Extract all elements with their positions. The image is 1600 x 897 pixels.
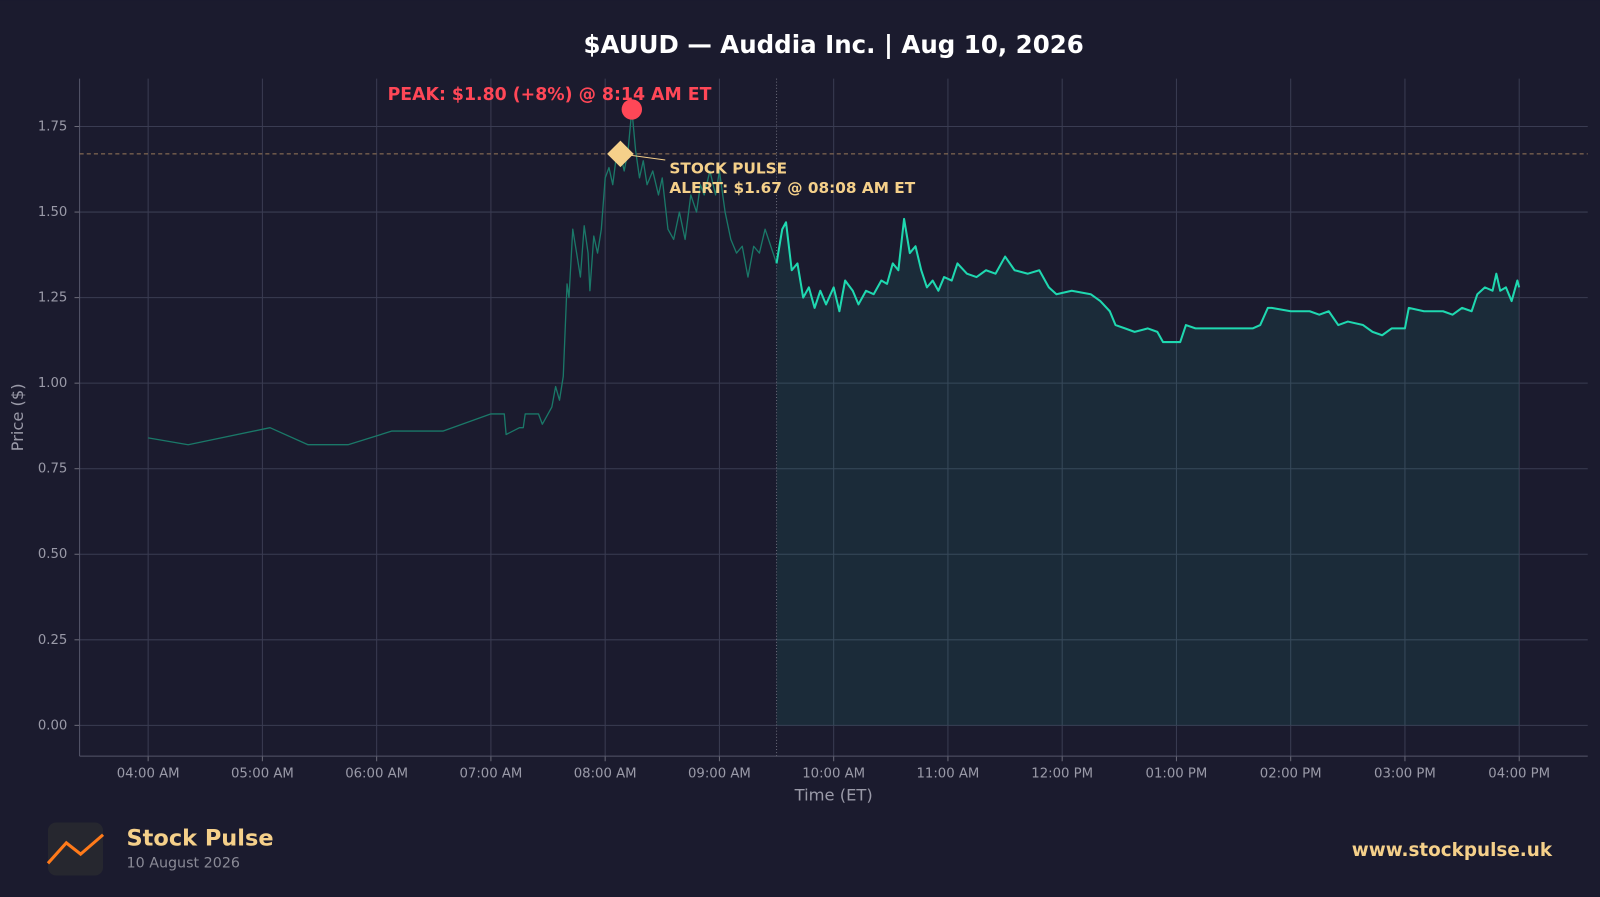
x-tick-label: 08:00 AM bbox=[574, 767, 637, 782]
x-tick-label: 05:00 AM bbox=[231, 767, 294, 782]
area bbox=[776, 218, 1520, 726]
footer-date: 10 August 2026 bbox=[127, 855, 240, 871]
x-tick-label: 10:00 AM bbox=[802, 767, 865, 782]
y-tick-label: 1.50 bbox=[38, 205, 68, 220]
x-tick-label: 01:00 PM bbox=[1146, 767, 1208, 782]
y-tick-label: 1.25 bbox=[38, 291, 68, 306]
x-tick-label: 09:00 AM bbox=[688, 767, 751, 782]
y-tick-label: 0.75 bbox=[38, 462, 68, 477]
x-tick-label: 03:00 PM bbox=[1374, 767, 1436, 782]
y-tick-label: 0.00 bbox=[38, 718, 68, 733]
x-tick-label: 04:00 PM bbox=[1488, 767, 1550, 782]
alert-label: STOCK PULSE bbox=[669, 160, 787, 178]
y-tick-label: 0.50 bbox=[38, 547, 68, 562]
plot-area: 0.00 0.25 0.50 0.75 1.00 1.25 1.50 1.75 04:00 AM… bbox=[38, 78, 1588, 782]
x-tick-label: 07:00 AM bbox=[459, 767, 522, 782]
x-tick-label: 02:00 PM bbox=[1260, 767, 1322, 782]
brand: Stock Pulse bbox=[127, 825, 274, 851]
logo-line bbox=[46, 833, 105, 865]
x-tick-label: 11:00 AM bbox=[916, 767, 979, 782]
y-tick-label: 1.75 bbox=[38, 120, 68, 135]
chart-title: $AUUD — Auddia Inc. | Aug 10, 2026 bbox=[584, 30, 1084, 59]
y-axis-label: Price ($) bbox=[8, 383, 27, 451]
x-tick-label: 12:00 PM bbox=[1031, 767, 1093, 782]
y-tick-label: 0.25 bbox=[38, 633, 68, 648]
price-line bbox=[148, 108, 778, 446]
url: www.stockpulse.uk bbox=[1352, 840, 1553, 861]
price-line bbox=[775, 217, 1521, 344]
alert-label: ALERT: $1.67 @ 08:08 AM ET bbox=[669, 179, 915, 197]
x-tick-label: 06:00 AM bbox=[345, 767, 408, 782]
x-tick-label: 04:00 AM bbox=[117, 767, 180, 782]
y-tick-label: 1.00 bbox=[38, 376, 68, 391]
footer: Stock Pulse 10 August 2026 www.stockpuls… bbox=[46, 822, 1553, 876]
peak-marker bbox=[621, 99, 643, 120]
alert-marker bbox=[607, 140, 634, 168]
x-axis-label: Time (ET) bbox=[794, 785, 873, 804]
peak-label: PEAK: $1.80 (+8%) @ 8:14 AM ET bbox=[388, 85, 712, 105]
